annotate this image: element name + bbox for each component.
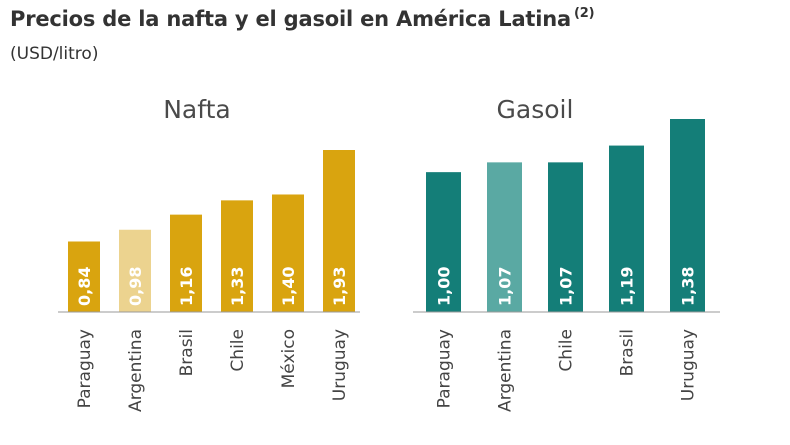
nafta-value-label-brasil: 1,16 [177,267,196,306]
nafta-category-label-mexico: México [279,329,299,388]
gasoil-value-label-argentina: 1,07 [496,267,515,306]
gasoil-bar-chile [548,162,583,312]
nafta-bar-paraguay [68,241,100,312]
nafta-value-label-chile: 1,33 [228,267,247,306]
gasoil-value-label-brasil: 1,19 [618,267,637,306]
gasoil-category-label-chile: Chile [557,329,577,372]
gasoil-category-label-argentina: Argentina [496,329,516,412]
gasoil-bar-uruguay [670,119,705,312]
gasoil-bar-paraguay [426,172,461,312]
gasoil-panel-title: Gasoil [497,95,574,124]
title-footnote-marker: (2) [573,6,595,21]
nafta-value-label-mexico: 1,40 [279,267,298,306]
nafta-panel-title: Nafta [163,95,231,124]
nafta-category-label-uruguay: Uruguay [330,329,350,401]
nafta-category-label-brasil: Brasil [177,329,197,376]
nafta-value-label-uruguay: 1,93 [330,267,349,306]
gasoil-category-label-paraguay: Paraguay [435,329,455,408]
gasoil-category-label-brasil: Brasil [618,329,638,376]
nafta-bar-uruguay [323,150,355,312]
gasoil-value-label-uruguay: 1,38 [679,267,698,306]
gasoil-value-label-paraguay: 1,00 [435,267,454,306]
gasoil-bar-argentina [487,162,522,312]
nafta-category-label-paraguay: Paraguay [75,329,95,408]
nafta-panel: Nafta 0,84 Paraguay 0,98 Argentina 1,16 Brasil… [58,95,360,412]
chart-subtitle: (USD/litro) [10,44,99,64]
nafta-value-label-argentina: 0,98 [126,267,145,306]
gasoil-bar-brasil [609,145,644,312]
nafta-bar-argentina [119,229,151,312]
nafta-category-label-argentina: Argentina [126,329,146,412]
nafta-category-label-chile: Chile [228,329,248,372]
nafta-bar-brasil [170,214,202,312]
gasoil-panel: Gasoil 1,00 Paraguay 1,07 Argentina 1,07 Chile… [413,95,720,412]
nafta-bar-chile [221,200,253,312]
chart-title-text: Precios de la nafta y el gasoil en Améri… [10,7,571,31]
nafta-value-label-paraguay: 0,84 [75,267,94,306]
nafta-bar-mexico [272,194,304,312]
chart-title: Precios de la nafta y el gasoil en Améri… [10,6,595,31]
gasoil-value-label-chile: 1,07 [557,267,576,306]
gasoil-category-label-uruguay: Uruguay [679,329,699,401]
